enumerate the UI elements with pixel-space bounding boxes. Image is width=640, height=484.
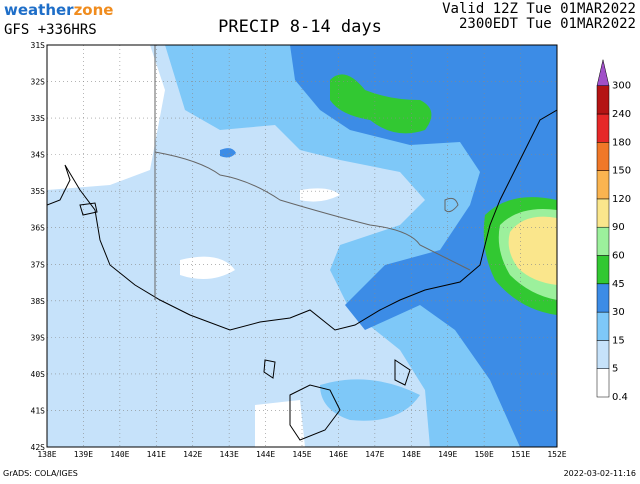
lat-label: 33S [31,114,46,123]
precip-none [47,45,340,447]
lon-label: 147E [365,450,384,459]
precip-moderate [165,45,557,447]
colorbar-box [596,340,610,369]
lat-label: 35S [31,187,46,196]
map-frame [46,44,558,448]
lon-label: 150E [475,450,494,459]
lat-label: 37S [31,260,46,269]
footer-timestamp: 2022-03-02-11:16 [564,469,636,478]
colorbar-box [596,311,610,341]
lon-label: 152E [547,450,566,459]
colorbar-box [596,85,610,115]
colorbar-label: 45 [612,279,625,290]
colorbar-box [596,368,610,398]
lon-label: 143E [220,450,239,459]
lat-label: 32S [31,78,46,87]
colorbar-label: 15 [612,335,625,346]
lon-label: 149E [438,450,457,459]
islands [79,202,411,441]
lon-label: 151E [511,450,530,459]
colorbar-label: 5 [612,364,618,375]
lon-label: 138E [37,450,56,459]
colorbar-box [596,170,610,200]
lat-label: 31S [31,41,46,50]
colorbar-box [596,142,610,171]
lat-label: 36S [31,224,46,233]
state-borders [154,45,471,300]
colorbar-cap [596,59,610,86]
lon-label: 141E [147,450,166,459]
lon-label: 144E [256,450,275,459]
lon-label: 142E [183,450,202,459]
coastline [47,109,557,331]
valid-local: 2300EDT Tue 01MAR2022 [459,16,636,32]
lat-label: 34S [31,151,46,160]
lon-label: 140E [110,450,129,459]
valid-utc: Valid 12Z Tue 01MAR2022 [442,1,636,17]
lat-label: 39S [31,333,46,342]
lon-label: 146E [329,450,348,459]
colorbar-box [596,226,610,256]
lon-label: 139E [74,450,93,459]
logo-accent: zone [74,1,114,19]
lon-label: 148E [402,450,421,459]
colorbar-box [596,283,610,313]
footer-source: GrADS: COLA/IGES [3,469,78,478]
colorbar-box [596,198,610,228]
colorbar-label: 30 [612,307,625,318]
grid [47,45,557,447]
act-border [444,197,459,213]
logo-main: weather [4,1,74,19]
colorbar-label: 90 [612,222,625,233]
lat-label: 42S [31,443,46,452]
model-label: GFS +336HRS [4,22,97,38]
colorbar-label: 300 [612,81,631,92]
logo: weatherzone [4,1,113,19]
colorbar-label: 180 [612,137,631,148]
lat-label: 38S [31,297,46,306]
precip-heavy [220,45,557,447]
title: PRECIP 8-14 days [218,17,382,37]
colorbar-label: 150 [612,166,631,177]
lon-label: 145E [292,450,311,459]
colorbar-label: 120 [612,194,631,205]
colorbar-label: 60 [612,251,625,262]
colorbar-label: 0.4 [612,392,628,403]
colorbar-label: 240 [612,109,631,120]
colorbar: 0.4 5 15 30 45 60 90 120 150 180 240 300 [596,59,631,403]
precip-green [330,74,557,315]
lat-label: 41S [31,406,46,415]
map [47,45,557,447]
colorbar-box [596,113,610,143]
lat-label: 40S [31,370,46,379]
colorbar-box [596,255,610,285]
